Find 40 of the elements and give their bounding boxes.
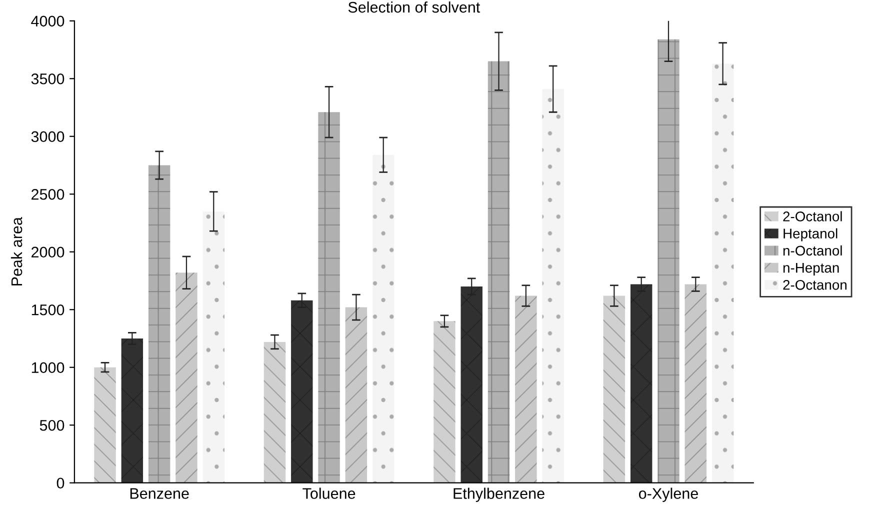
legend-label: 2-Octanon: [783, 280, 846, 290]
bar: [712, 64, 734, 483]
y-tick-label: 1000: [32, 362, 64, 374]
bar: [291, 300, 313, 483]
y-tick-label: 1500: [32, 304, 64, 316]
y-tick-label: 3000: [31, 131, 64, 142]
bar: [372, 154, 394, 483]
y-axis-title: Peak area: [10, 217, 22, 286]
bar: [176, 272, 198, 483]
bar: [630, 284, 652, 483]
x-tick-label: Toluene: [302, 488, 356, 499]
bar: [515, 296, 537, 483]
y-tick-label: 4000: [31, 16, 64, 27]
bar: [202, 211, 224, 483]
legend-label: Heptanol: [784, 228, 838, 242]
y-tick-label: 500: [40, 420, 64, 431]
legend-label: n-Heptan: [783, 263, 839, 276]
bar: [658, 39, 680, 483]
bar: [345, 307, 368, 483]
x-tick-label: Benzene: [130, 488, 189, 499]
legend-label: 2-Octanol: [783, 211, 842, 222]
bar: [603, 296, 626, 483]
bar: [542, 89, 564, 483]
chart-title: Selection of solvent: [348, 1, 480, 13]
x-tick-label: Ethylbenzene: [454, 488, 544, 502]
bar: [121, 338, 144, 483]
bar: [264, 342, 286, 483]
bar: [488, 61, 510, 483]
y-tick-label: 2000: [32, 246, 64, 258]
legend-label: n-Octanol: [783, 245, 842, 256]
bar: [318, 112, 340, 483]
y-tick-label: 0: [56, 478, 64, 489]
bar: [460, 286, 482, 483]
y-tick-label: 3500: [31, 73, 64, 84]
y-tick-label: 2500: [32, 188, 64, 200]
bar: [94, 367, 116, 483]
bar: [684, 284, 707, 483]
x-tick-label: o-Xylene: [638, 488, 698, 502]
bar: [148, 165, 170, 483]
bar: [434, 321, 456, 483]
